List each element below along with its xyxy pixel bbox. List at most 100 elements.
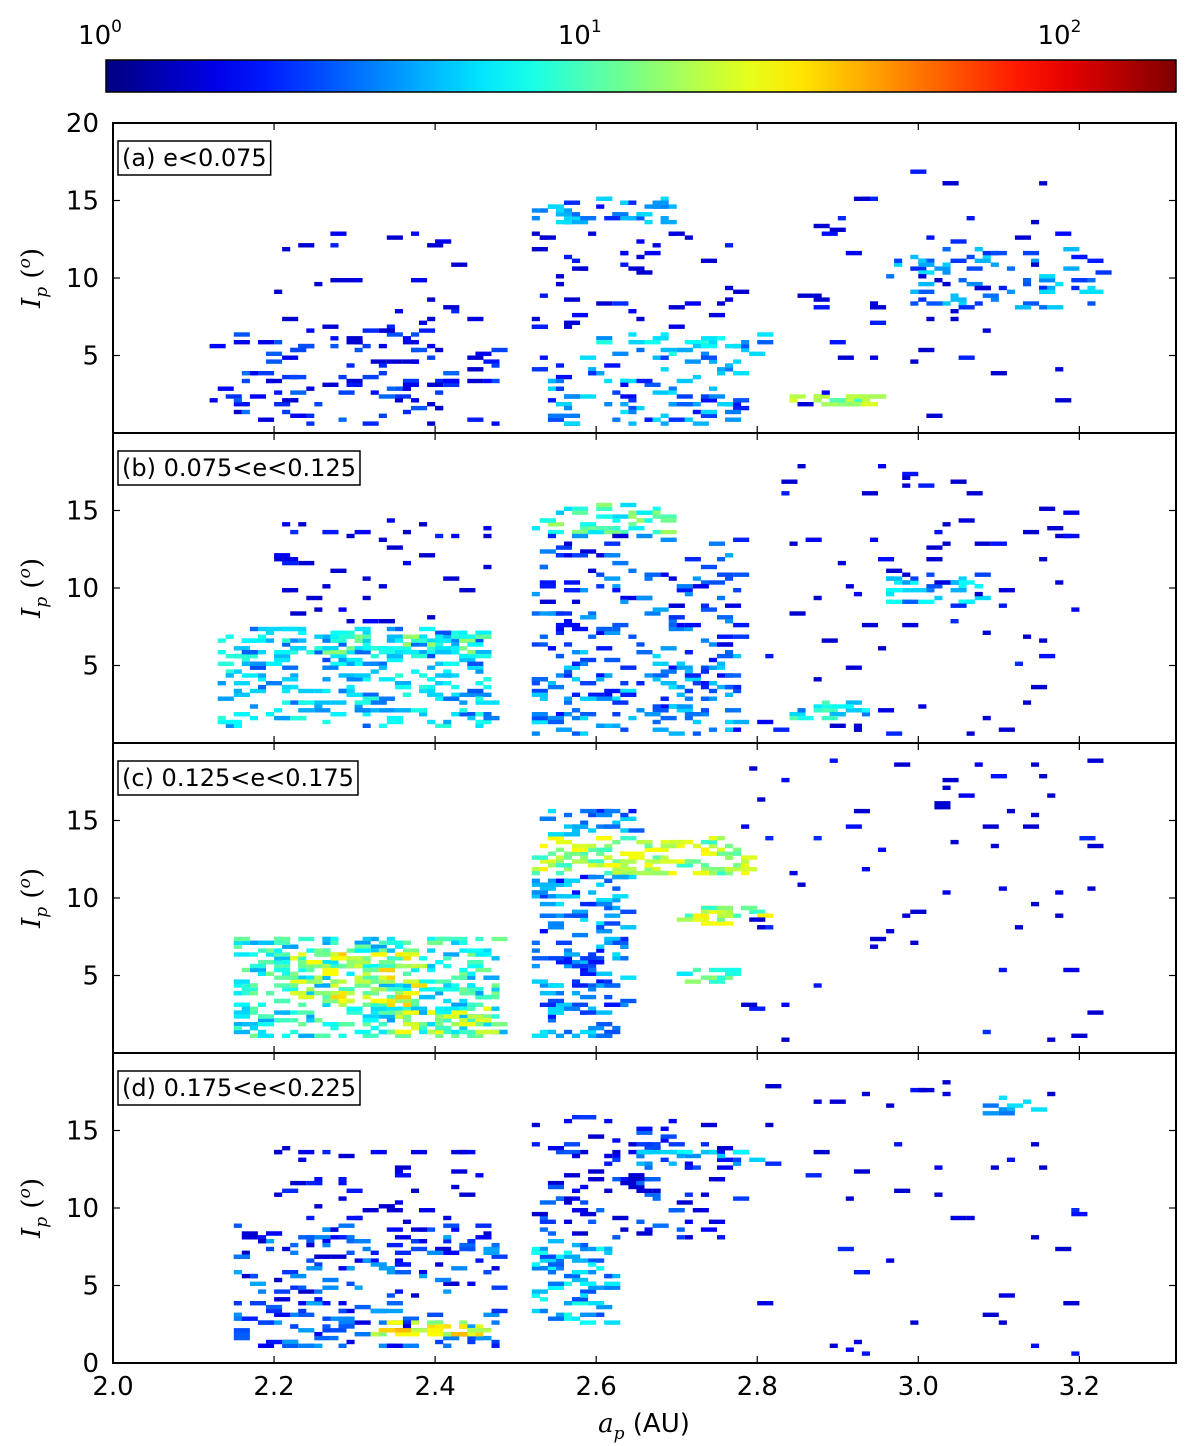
- heatmap-cell: [435, 378, 452, 384]
- heatmap-cell: [531, 870, 540, 876]
- heatmap-cell: [870, 944, 879, 949]
- heatmap-cell: [934, 580, 951, 585]
- heatmap-cell: [547, 956, 564, 961]
- heatmap-cell: [580, 1320, 597, 1325]
- heatmap-cell: [282, 522, 291, 527]
- heatmap-cell: [1071, 607, 1080, 612]
- heatmap-cell: [354, 979, 371, 984]
- heatmap-cell: [362, 692, 379, 697]
- heatmap-cell: [539, 816, 556, 821]
- heatmap-cell: [652, 673, 669, 678]
- heatmap-cell: [282, 1188, 299, 1193]
- heatmap-cell: [475, 351, 492, 356]
- heatmap-cell: [555, 653, 564, 659]
- heatmap-cell: [1047, 285, 1056, 291]
- heatmap-cell: [717, 615, 734, 620]
- heatmap-cell: [443, 681, 452, 686]
- heatmap-cell: [467, 665, 484, 670]
- heatmap-cell: [564, 642, 573, 647]
- heatmap-cell: [708, 340, 717, 345]
- heatmap-cell: [588, 863, 597, 868]
- heatmap-cell: [370, 948, 387, 953]
- heatmap-cell: [459, 991, 476, 996]
- y-axis-label-symbol: I: [17, 607, 47, 619]
- heatmap-cell: [1023, 301, 1032, 306]
- heatmap-cell: [346, 1006, 363, 1011]
- heatmap-cell: [668, 231, 677, 236]
- heatmap-cell: [394, 646, 411, 651]
- heatmap-cell: [692, 374, 701, 380]
- heatmap-cell: [394, 963, 411, 969]
- heatmap-cell: [982, 630, 991, 635]
- heatmap-cell: [934, 801, 951, 806]
- heatmap-cell: [990, 774, 1007, 779]
- heatmap-cell: [636, 1180, 645, 1186]
- heatmap-cell: [636, 595, 653, 601]
- heatmap-cell: [346, 956, 363, 961]
- heatmap-cell: [362, 696, 379, 701]
- y-tick-label: 15: [66, 187, 99, 217]
- heatmap-cell: [878, 557, 895, 562]
- heatmap-cell: [620, 816, 637, 821]
- heatmap-cell: [1039, 506, 1056, 511]
- heatmap-cell: [354, 1304, 371, 1310]
- heatmap-cell: [628, 568, 637, 573]
- heatmap-cell: [354, 704, 363, 709]
- heatmap-cell: [411, 1149, 428, 1155]
- heatmap-cell: [394, 309, 403, 314]
- heatmap-cell: [620, 836, 637, 841]
- heatmap-cell: [282, 642, 291, 647]
- heatmap-cell: [475, 952, 484, 957]
- heatmap-cell: [443, 719, 452, 725]
- heatmap-cell: [572, 553, 589, 558]
- heatmap-cell: [564, 200, 581, 205]
- heatmap-cell: [394, 1029, 411, 1035]
- heatmap-cell: [676, 661, 685, 666]
- heatmap-cell: [636, 518, 645, 523]
- heatmap-cell: [386, 1320, 403, 1325]
- x-axis-label-subscript: p: [614, 1424, 625, 1444]
- heatmap-cell: [604, 402, 613, 407]
- heatmap-cell: [233, 402, 250, 407]
- heatmap-cell: [572, 843, 589, 849]
- heatmap-cell: [644, 847, 661, 852]
- heatmap-cell: [910, 254, 919, 260]
- heatmap-cell: [1031, 762, 1040, 767]
- heatmap-cell: [692, 913, 709, 918]
- heatmap-cell: [950, 619, 959, 624]
- heatmap-cell: [733, 588, 742, 593]
- heatmap-cell: [491, 936, 508, 942]
- heatmap-cell: [604, 1281, 621, 1286]
- heatmap-cell: [861, 402, 878, 407]
- y-tick-label: 5: [82, 962, 99, 992]
- heatmap-cell: [684, 650, 693, 655]
- heatmap-cell: [676, 917, 693, 922]
- heatmap-cell: [346, 688, 355, 694]
- heatmap-cell: [547, 991, 564, 996]
- heatmap-cell: [547, 681, 556, 686]
- heatmap-cell: [910, 1320, 919, 1325]
- heatmap-cell: [942, 1080, 951, 1085]
- heatmap-cell: [684, 1165, 693, 1170]
- heatmap-cell: [386, 328, 395, 333]
- heatmap-cell: [330, 1227, 339, 1232]
- heatmap-cell: [402, 529, 411, 535]
- heatmap-cell: [370, 359, 387, 364]
- heatmap-cell: [572, 979, 581, 984]
- heatmap-cell: [330, 630, 347, 635]
- heatmap-cell: [1031, 901, 1040, 907]
- heatmap-cell: [370, 991, 379, 996]
- heatmap-cell: [1039, 638, 1048, 643]
- heatmap-cell: [555, 545, 572, 550]
- heatmap-cell: [467, 960, 484, 965]
- heatmap-cell: [733, 537, 750, 542]
- heatmap-cell: [676, 665, 693, 670]
- heatmap-cell: [249, 940, 258, 945]
- heatmap-cell: [354, 963, 363, 969]
- heatmap-cell: [950, 297, 967, 302]
- x-tick-label: 3.2: [1059, 1372, 1100, 1402]
- heatmap-cell: [974, 584, 983, 589]
- heatmap-cell: [628, 1184, 645, 1190]
- heatmap-cell: [660, 1149, 677, 1155]
